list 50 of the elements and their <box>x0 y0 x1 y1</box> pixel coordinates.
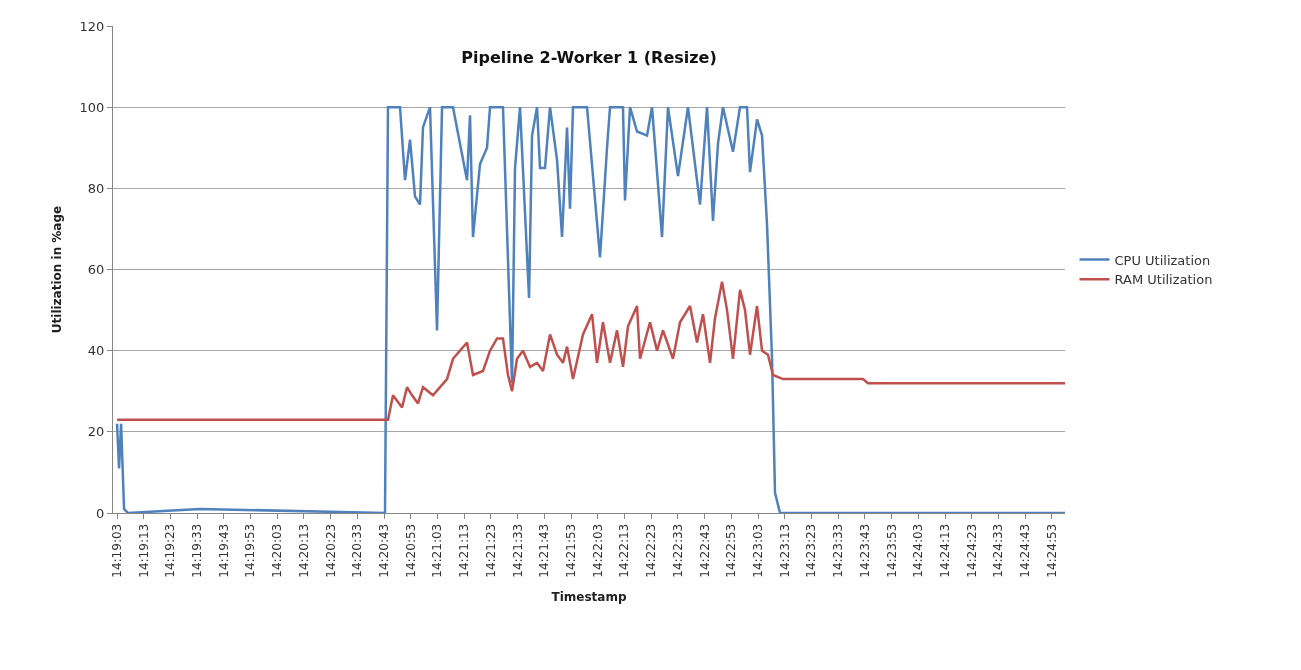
x-tick-label: 14:22:43 <box>697 523 712 578</box>
x-tick-label: 14:20:13 <box>296 523 311 578</box>
x-tick-label: 14:22:13 <box>617 523 632 578</box>
line-series <box>115 105 1065 513</box>
x-tick-label: 14:19:23 <box>163 523 178 578</box>
x-axis-title: Timestamp <box>551 589 627 604</box>
x-tick-label: 14:20:43 <box>377 523 392 578</box>
x-tick-label: 14:20:33 <box>350 523 365 578</box>
text: Pipeline 2-Worker 1 (Resize) <box>461 47 717 67</box>
legend-label: RAM Utilization <box>1114 272 1213 288</box>
x-tick-label: 14:23:03 <box>750 523 765 578</box>
x-tick-label: 14:23:43 <box>857 523 872 578</box>
x-tick-label: 14:19:53 <box>243 523 258 578</box>
y-tick-label: 100 <box>79 99 105 115</box>
y-tick-label: 20 <box>87 424 105 440</box>
x-tick-label: 14:21:43 <box>537 523 552 578</box>
x-tick-label: 14:23:13 <box>777 523 792 578</box>
x-tick-label: 14:21:13 <box>457 523 472 578</box>
x-tick-label: 14:24:43 <box>1018 523 1032 578</box>
x-tick-label: 14:19:03 <box>109 523 124 578</box>
y-tick-label: 0 <box>96 505 105 521</box>
x-tick-label: 14:22:23 <box>644 523 659 578</box>
x-tick-label: 14:20:23 <box>323 523 338 578</box>
x-tick-label: 14:24:23 <box>964 523 979 578</box>
x-tick-label: 14:23:53 <box>884 523 899 578</box>
x-tick-label: 14:24:53 <box>1044 523 1059 578</box>
x-tick-label: 14:21:23 <box>483 523 498 578</box>
x-tick-label: 14:20:03 <box>270 523 285 578</box>
legend-label: CPU Utilization <box>1114 252 1211 268</box>
x-tick-label: 14:19:33 <box>190 523 205 578</box>
x-tick-label: 14:21:03 <box>430 523 445 578</box>
x-tick-label: 14:23:23 <box>804 523 819 578</box>
x-tick-label: 14:22:53 <box>724 523 739 578</box>
x-tick-label: 14:24:13 <box>937 523 952 578</box>
y-tick-label: 60 <box>87 262 105 278</box>
x-tick-label: 14:21:53 <box>563 523 578 578</box>
x-tick-label: 14:22:33 <box>670 523 685 578</box>
line-series <box>115 280 1065 421</box>
x-tick-label: 14:20:53 <box>403 523 418 578</box>
x-tick-label: 14:24:03 <box>911 523 926 578</box>
y-tick-label: 40 <box>87 343 105 359</box>
x-tick-label: 14:22:03 <box>590 523 605 578</box>
x-tick-label: 14:24:33 <box>991 523 1006 578</box>
x-tick-label: 14:19:13 <box>136 523 151 578</box>
x-tick-label: 14:19:43 <box>216 523 231 578</box>
y-tick-label: 80 <box>87 180 105 196</box>
y-tick-label: 120 <box>79 18 105 34</box>
x-tick-label: 14:21:33 <box>510 523 525 578</box>
y-axis-title: Utilization in %age <box>49 205 64 334</box>
x-tick-label: 14:23:33 <box>831 523 846 578</box>
